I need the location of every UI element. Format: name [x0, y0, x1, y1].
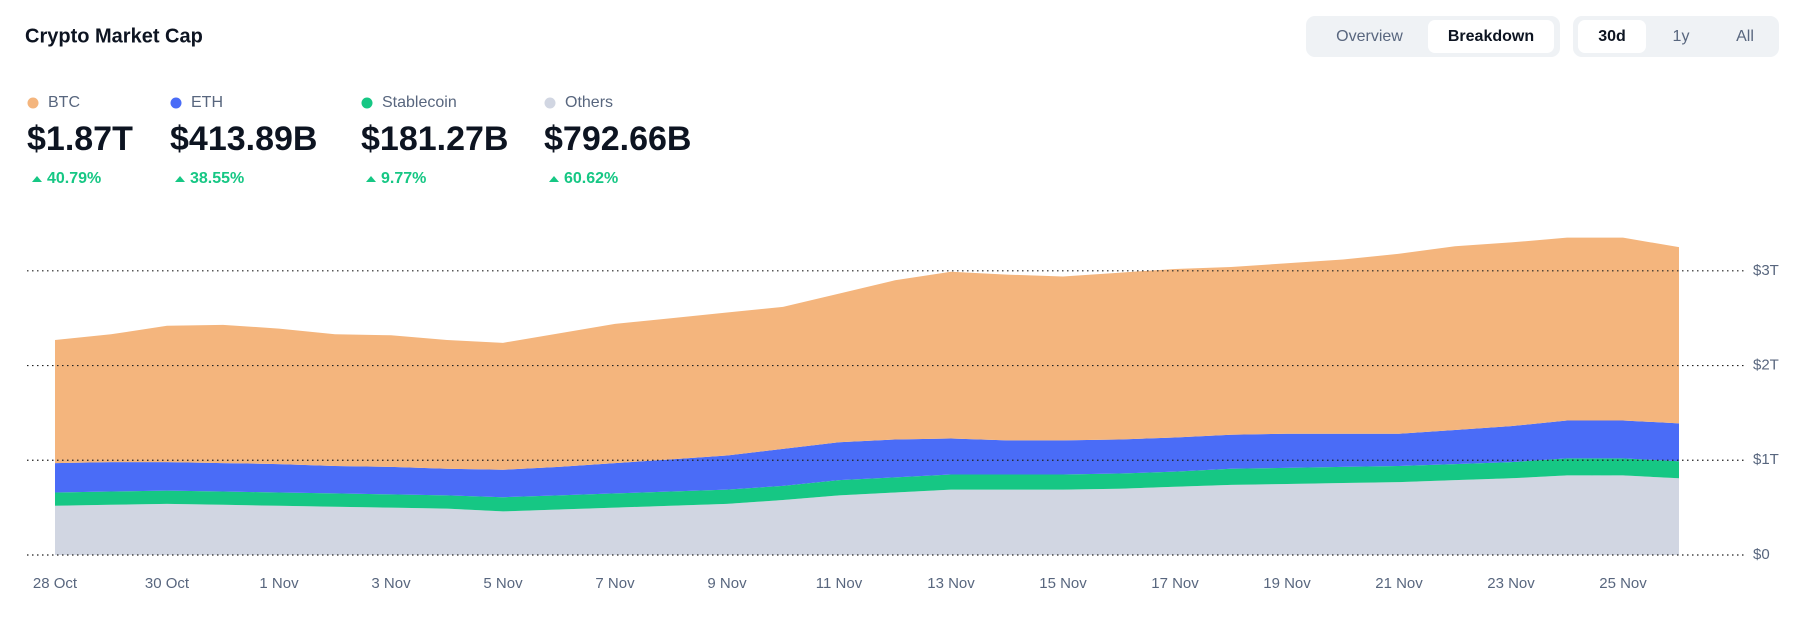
x-tick-label: 13 Nov [927, 575, 975, 592]
legend-value: $413.89B [170, 120, 317, 158]
area [55, 458, 1679, 512]
x-tick-label: 21 Nov [1375, 575, 1423, 592]
x-tick-label: 19 Nov [1263, 575, 1311, 592]
x-tick-label: 9 Nov [707, 575, 747, 592]
legend-dot [544, 97, 556, 109]
legend-value: $1.87T [27, 120, 133, 158]
x-tick-label: 5 Nov [483, 575, 523, 592]
x-tick-label: 17 Nov [1151, 575, 1199, 592]
area [55, 237, 1679, 470]
range-button[interactable]: 30d [1598, 28, 1626, 45]
change-arrow [366, 176, 376, 182]
change-arrow [32, 176, 42, 182]
y-tick-label: $2T [1753, 357, 1779, 374]
legend-name: BTC [48, 94, 80, 111]
x-tick-label: 3 Nov [371, 575, 411, 592]
area [55, 420, 1679, 498]
y-tick-label: $0 [1753, 546, 1770, 563]
legend-name: Others [565, 94, 613, 111]
tab[interactable]: Breakdown [1448, 28, 1534, 45]
range-button[interactable]: 1y [1673, 28, 1690, 45]
x-tick-label: 28 Oct [33, 575, 78, 592]
y-tick-label: $1T [1753, 451, 1779, 468]
legend-name: Stablecoin [382, 94, 457, 111]
x-tick-label: 1 Nov [259, 575, 299, 592]
change-arrow [175, 176, 185, 182]
legend-dot [27, 97, 39, 109]
legend-change: 38.55% [190, 170, 244, 187]
change-arrow [549, 176, 559, 182]
x-tick-label: 15 Nov [1039, 575, 1087, 592]
tab-active-bg [1428, 20, 1554, 53]
area [55, 475, 1679, 555]
range-active-bg [1578, 20, 1646, 53]
legend-value: $792.66B [544, 120, 691, 158]
legend-dot [361, 97, 373, 109]
x-tick-label: 7 Nov [595, 575, 635, 592]
range-button[interactable]: All [1736, 28, 1754, 45]
legend-change: 60.62% [564, 170, 618, 187]
x-tick-label: 30 Oct [145, 575, 190, 592]
x-tick-label: 23 Nov [1487, 575, 1535, 592]
chart-title: Crypto Market Cap [25, 25, 203, 47]
x-tick-label: 11 Nov [816, 575, 863, 592]
legend-change: 9.77% [381, 170, 426, 187]
tab[interactable]: Overview [1336, 28, 1403, 45]
x-tick-label: 25 Nov [1599, 575, 1647, 592]
legend-dot [170, 97, 182, 109]
legend-name: ETH [191, 94, 223, 111]
legend-value: $181.27B [361, 120, 508, 158]
legend-change: 40.79% [47, 170, 101, 187]
y-tick-label: $3T [1753, 262, 1779, 279]
